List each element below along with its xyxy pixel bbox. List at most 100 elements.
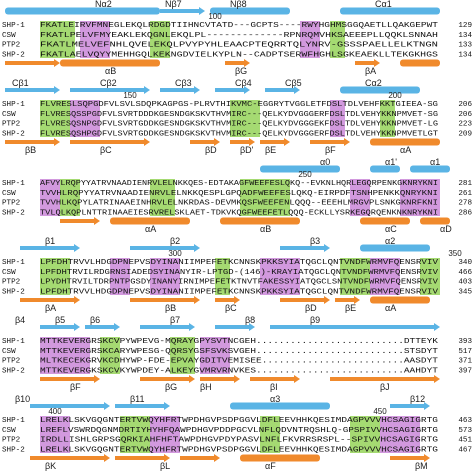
bottom-structure-strand (250, 375, 300, 383)
conservation-band (200, 337, 230, 374)
sequence: LRELKLSKVGQGNTERTVWQYHFRTWPDHGVPSDPGGVLD… (40, 417, 439, 425)
sequence-end: 206 (458, 101, 472, 109)
sequence-name: PTP2 (2, 42, 21, 50)
bottom-structure-strand (60, 217, 100, 225)
top-structure-label: α2 (385, 236, 395, 246)
sequence-name: SHP-2 (2, 367, 25, 375)
bottom-structure-helix (220, 217, 300, 225)
shp1-structure-helix (260, 165, 340, 173)
sequence-name: SHP-2 (2, 288, 25, 296)
sequence: FLVRESQSSPGDFVLSVRTDDDKGESNDGKSKVTHVMIRC… (40, 111, 438, 119)
conservation-band (330, 21, 345, 58)
conservation-band (40, 337, 90, 374)
sequence-end: 134 (458, 51, 472, 59)
ruler-number: 300 (168, 249, 182, 258)
conservation-band (380, 100, 395, 137)
sequence-end: 286 (458, 209, 472, 217)
sequence-end: 451 (458, 437, 472, 445)
sequence-name: SHP-2 (2, 209, 25, 217)
bottom-structure-label: βF (70, 382, 81, 392)
sequence-end: 517 (458, 348, 472, 356)
bottom-structure-helix (360, 217, 410, 225)
bottom-structure-strand (70, 138, 150, 146)
bottom-structure-strand (335, 296, 360, 304)
bottom-structure-strand (140, 375, 195, 383)
sequence-name: CSW (2, 111, 16, 119)
top-structure-label: β12 (410, 394, 425, 404)
sequence-name: PTP2 (2, 358, 21, 366)
conservation-band (380, 416, 420, 453)
bottom-structure-label: αA (145, 224, 156, 234)
sequence: LPFDHTRVILRDGRNSIADEDSYINANYIR-LPTGD-(14… (40, 269, 439, 277)
bottom-structure-helix (400, 59, 440, 67)
top-structure-label: β11 (130, 394, 145, 404)
top-structure-label: Nα2 (95, 0, 112, 9)
sequence-end: 223 (458, 121, 472, 129)
alignment-block: β10 β11 α3 β12 400 450 SHP-1 LRELKLSKVGQGNTERTV… (2, 394, 472, 471)
sequence-name: SHP-1 (2, 259, 25, 267)
shp1-structure-helix (210, 7, 290, 15)
conservation-band (80, 21, 110, 58)
shp1-structure-helix (410, 165, 450, 173)
conservation-band (300, 21, 320, 58)
sequence-name: PTP2 (2, 200, 21, 208)
ruler-number: 150 (123, 91, 137, 100)
sequence-name: CSW (2, 269, 16, 277)
sequence-end: 393 (458, 338, 472, 346)
bottom-structure-label: αB (260, 224, 271, 234)
ruler-number: 400 (48, 407, 62, 416)
shp1-structure-strand (215, 86, 250, 94)
conservation-band (170, 337, 195, 374)
sequence: FKATLMELVEFNHLQVELEKQLPVYPYHLEAACPTEQRRT… (40, 42, 438, 50)
sequence-name: SHP-2 (2, 446, 25, 454)
sequence-name: PTP2 (2, 279, 21, 287)
top-structure-label: Cα2 (365, 78, 382, 88)
top-structure-label: Cβ3 (175, 78, 192, 88)
bottom-structure-strand (190, 138, 220, 146)
top-structure-label: α1' (385, 157, 397, 167)
conservation-band (215, 258, 230, 295)
conservation-band (260, 258, 300, 295)
sequence-name: CSW (2, 32, 16, 40)
shp1-structure-strand (140, 323, 195, 331)
sequence-name: SHP-2 (2, 51, 25, 59)
conservation-band (400, 179, 440, 216)
top-structure-label: β1 (45, 236, 55, 246)
bottom-structure-strand (180, 454, 220, 462)
conservation-band (260, 416, 280, 453)
bottom-structure-strand (225, 59, 250, 67)
sequence-name: SHP-1 (2, 338, 25, 346)
bottom-structure-label: βA (365, 66, 376, 76)
sequence: TVVHLKQPYLATRINAAEINHRVLELNKRDAS-DEVMKQS… (40, 200, 438, 208)
conservation-band (350, 179, 370, 216)
sequence: LREFLVSWRDQGNMDRTIYHYHFQAWPDHGVPDDPGCVLN… (40, 427, 439, 435)
alignment-block: α0 α1' α1 250 SHP-1 AFVYLRQPYYATRVNAADIENRVLE… (2, 157, 472, 234)
sequence-end: 371 (458, 358, 472, 366)
bottom-structure-strand (260, 138, 290, 146)
bottom-structure-label: βH (200, 382, 212, 392)
shp1-structure-strand (270, 323, 440, 331)
bottom-structure-label: βA (45, 303, 56, 313)
conservation-band (330, 100, 345, 137)
bottom-structure-helix (240, 454, 320, 462)
bottom-structure-label: αA (385, 303, 396, 313)
bottom-structure-label: βD' (240, 145, 254, 155)
sequence-end: 345 (458, 288, 472, 296)
top-structure-label: Cβ2 (100, 78, 117, 88)
bottom-structure-strand (20, 296, 80, 304)
conservation-band (420, 258, 440, 295)
shp1-structure-strand (215, 323, 255, 331)
sequence-name: CSW (2, 427, 16, 435)
conservation-band (110, 258, 130, 295)
shp1-structure-strand (130, 244, 200, 252)
shp1-structure-strand (85, 323, 120, 331)
ruler-number: 450 (373, 407, 387, 416)
sequence-name: SHP-1 (2, 22, 25, 30)
top-structure-label: β7 (170, 315, 180, 325)
bottom-structure-strand (40, 375, 100, 383)
bottom-structure-strand (355, 59, 380, 67)
shp1-structure-strand (265, 86, 300, 94)
conservation-band (150, 21, 170, 58)
conservation-band (350, 416, 380, 453)
